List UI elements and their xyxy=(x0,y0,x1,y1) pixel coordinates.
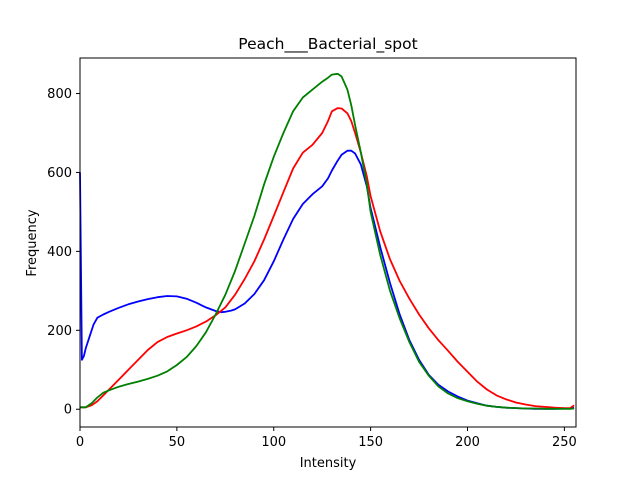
x-tick-label: 200 xyxy=(455,435,480,450)
x-tick-label: 0 xyxy=(76,435,84,450)
y-tick-label: 0 xyxy=(64,403,72,418)
plot-area xyxy=(79,72,575,410)
y-tick-label: 200 xyxy=(47,324,72,339)
y-axis-label: Frequency xyxy=(25,209,40,276)
x-tick-label: 100 xyxy=(261,435,286,450)
y-axis-ticks: 0 200 400 600 800 xyxy=(47,87,80,418)
x-tick-label: 150 xyxy=(358,435,383,450)
x-tick-label: 250 xyxy=(552,435,577,450)
x-axis-ticks: 0 50 100 150 200 250 xyxy=(76,427,577,450)
chart-title: Peach___Bacterial_spot xyxy=(238,35,417,54)
y-tick-label: 600 xyxy=(47,166,72,181)
series-line-2 xyxy=(80,107,575,410)
series-line-3 xyxy=(80,72,575,410)
plot-frame xyxy=(79,57,577,428)
x-axis-label: Intensity xyxy=(300,456,357,471)
x-tick-label: 50 xyxy=(169,435,186,450)
y-tick-label: 400 xyxy=(47,245,72,260)
y-tick-label: 800 xyxy=(47,87,72,102)
